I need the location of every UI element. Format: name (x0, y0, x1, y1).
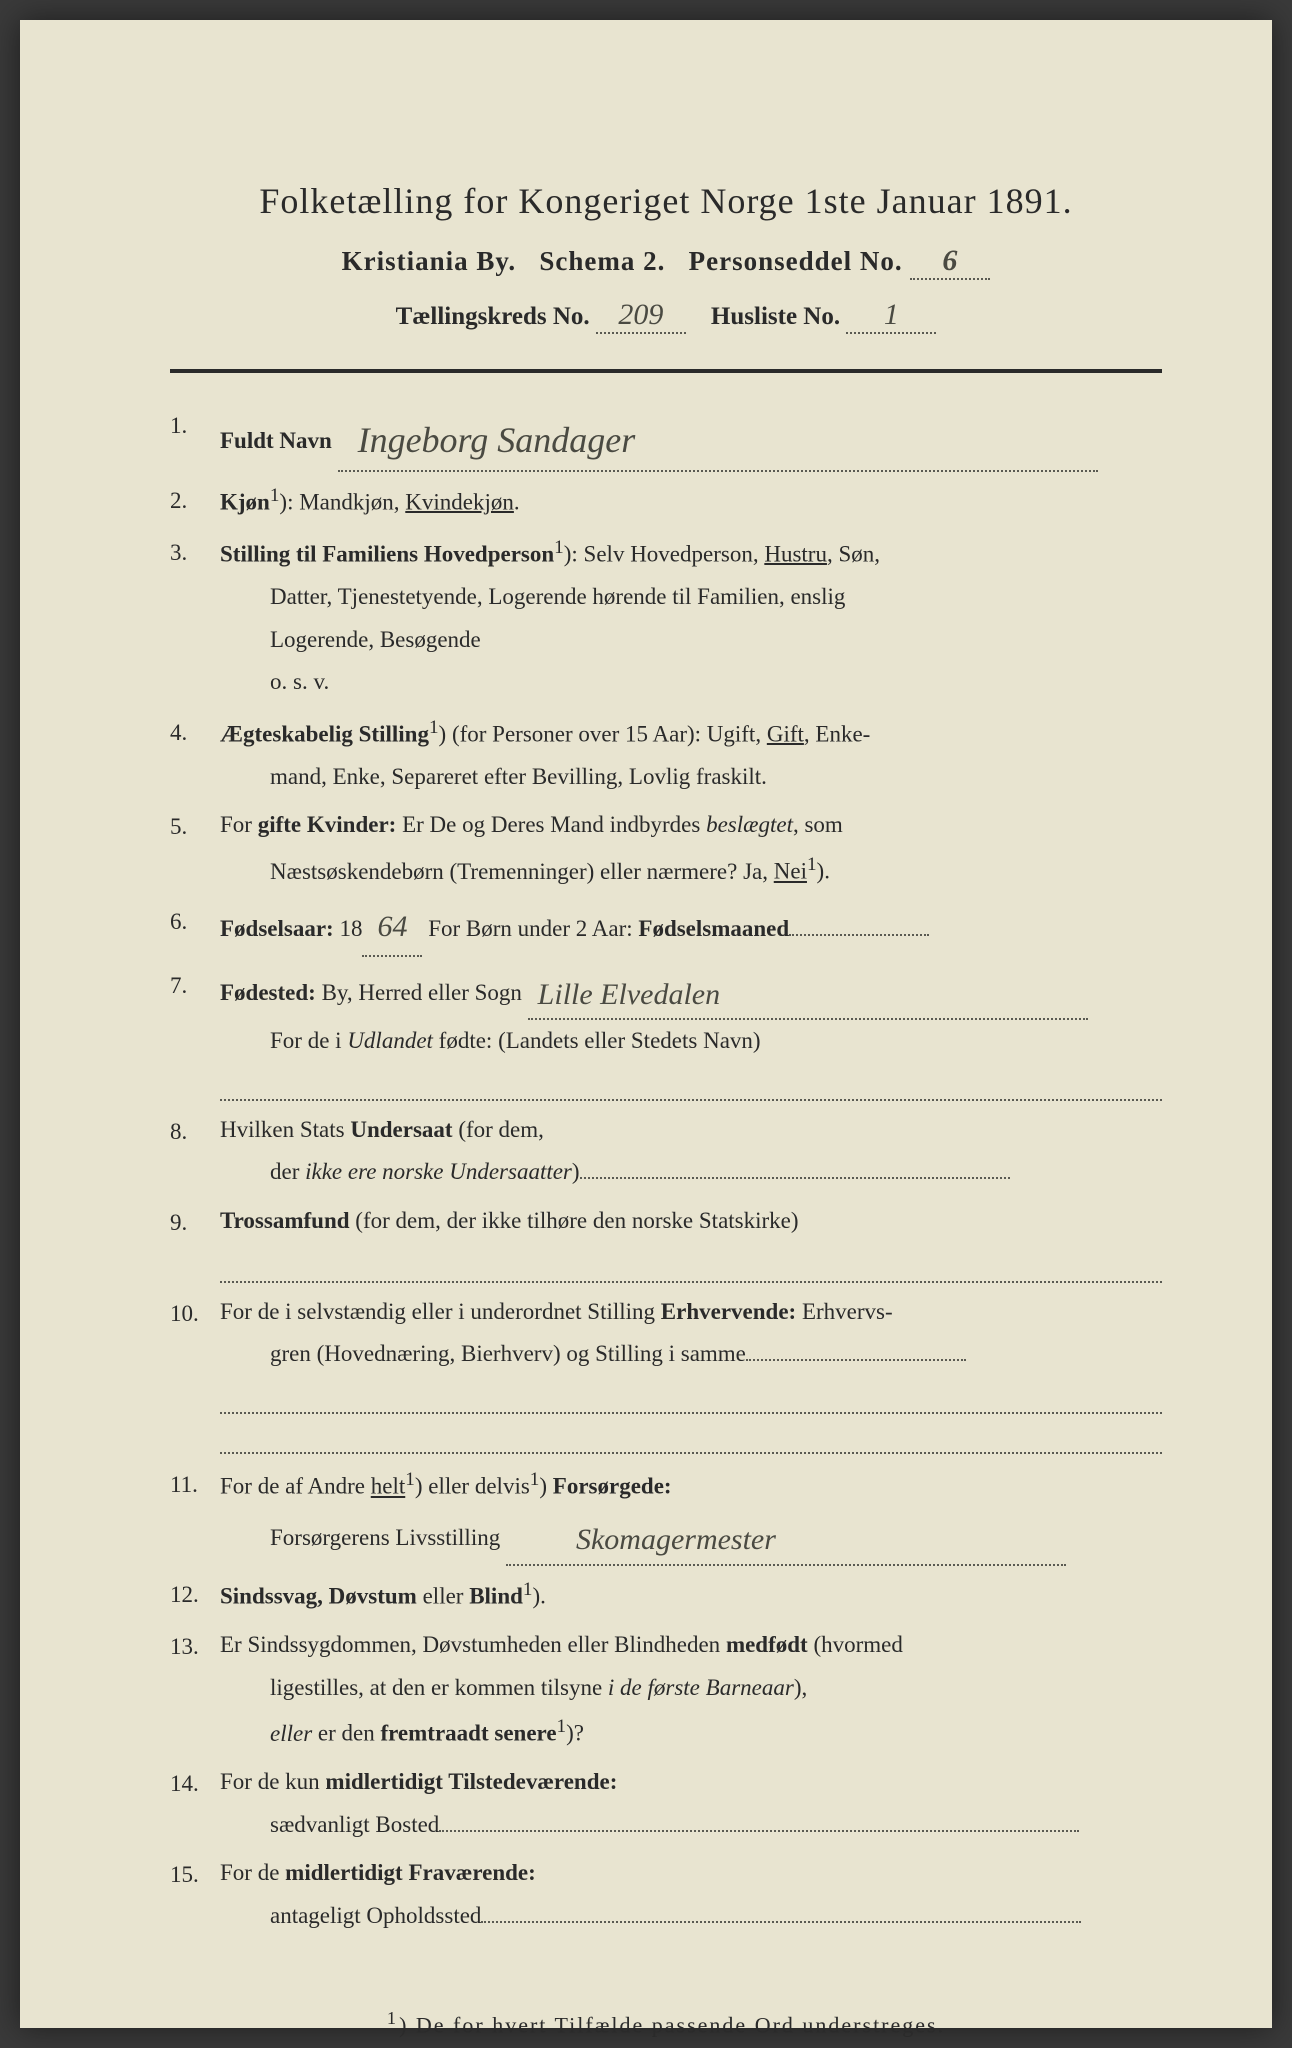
name-value: Ingeborg Sandager (338, 420, 636, 460)
dotted-line-10b (220, 1422, 1162, 1454)
item-9: 9. Trossamfund (for dem, der ikke tilhør… (170, 1200, 1162, 1245)
item-12: 12. Sindssvag, Døvstum eller Blind1). (170, 1572, 1162, 1618)
dotted-line-9 (220, 1251, 1162, 1283)
kreds-no: 209 (596, 298, 686, 334)
item-4: 4. Ægteskabelig Stilling1) (for Personer… (170, 710, 1162, 799)
kreds-label: Tællingskreds No. (396, 303, 590, 330)
husliste-label: Husliste No. (711, 303, 840, 330)
city: Kristiania By. (342, 246, 517, 276)
item-2: 2. Kjøn1): Mandkjøn, Kvindekjøn. (170, 478, 1162, 524)
item-15: 15. For de midlertidigt Fraværende: anta… (170, 1852, 1162, 1937)
husliste-no: 1 (846, 298, 936, 334)
census-form-page: Folketælling for Kongeriget Norge 1ste J… (20, 20, 1272, 2028)
kvindekjon: Kvindekjøn (405, 489, 514, 514)
personseddel-label: Personseddel No. (689, 246, 903, 276)
item-14: 14. For de kun midlertidigt Tilstedevære… (170, 1761, 1162, 1846)
item-11: 11. For de af Andre helt1) eller delvis1… (170, 1462, 1162, 1566)
item-6: 6. Fødselsaar: 1864 For Børn under 2 Aar… (170, 899, 1162, 957)
item-7: 7. Fødested: By, Herred eller Sogn Lille… (170, 963, 1162, 1063)
schema: Schema 2. (539, 246, 665, 276)
subtitle-line: Kristiania By. Schema 2. Personseddel No… (170, 244, 1162, 280)
main-title: Folketælling for Kongeriget Norge 1ste J… (170, 180, 1162, 222)
dotted-line-7 (220, 1069, 1162, 1101)
form-header: Folketælling for Kongeriget Norge 1ste J… (170, 180, 1162, 334)
subtitle-line-2: Tællingskreds No. 209 Husliste No. 1 (170, 298, 1162, 334)
label-fuldt-navn: Fuldt Navn (220, 428, 332, 453)
birthplace-value: Lille Elvedalen (528, 978, 720, 1011)
dotted-line-10a (220, 1382, 1162, 1414)
birth-year: 64 (362, 899, 422, 957)
personseddel-no: 6 (910, 244, 990, 280)
item-13: 13. Er Sindssygdommen, Døvstumheden elle… (170, 1624, 1162, 1755)
item-3: 3. Stilling til Familiens Hovedperson1):… (170, 530, 1162, 704)
footnote: 1) De for hvert Tilfælde passende Ord un… (170, 2008, 1162, 2038)
divider (170, 369, 1162, 373)
item-10: 10. For de i selvstændig eller i underor… (170, 1291, 1162, 1376)
provider-occupation: Skomagermester (506, 1523, 776, 1556)
item-8: 8. Hvilken Stats Undersaat (for dem, der… (170, 1109, 1162, 1194)
item-1: 1. Fuldt Navn Ingeborg Sandager (170, 403, 1162, 472)
item-5: 5. For gifte Kvinder: Er De og Deres Man… (170, 804, 1162, 893)
form-items: 1. Fuldt Navn Ingeborg Sandager 2. Kjøn1… (170, 403, 1162, 1938)
